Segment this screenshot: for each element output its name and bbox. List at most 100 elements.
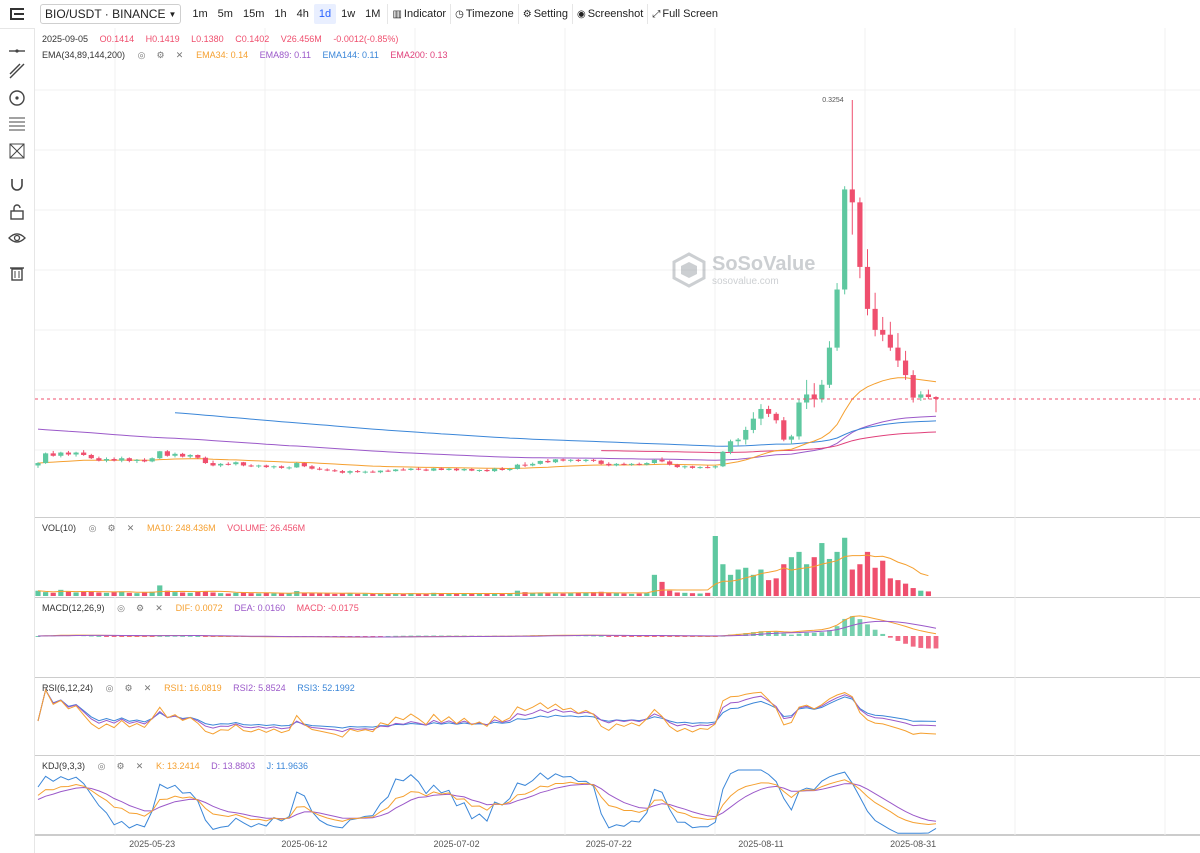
gear-icon[interactable]: ⚙ [116,761,125,771]
timeframe-1w[interactable]: 1w [341,8,356,20]
volume-bar [119,591,125,596]
macd-bar [134,636,140,637]
volume-bar [65,591,72,596]
candle-body [187,454,193,457]
macd-bar [910,636,916,647]
macd-bar [743,633,749,636]
candle-body [902,360,909,376]
hide-icon[interactable]: ◎ [117,603,125,613]
candle-body [537,460,543,464]
timeframe-1m[interactable]: 1m [192,8,208,20]
candle-body [560,459,566,461]
close-icon[interactable]: ✕ [175,50,184,60]
volume-bar [423,593,429,596]
macd-value: MACD: -0.0175 [296,603,359,613]
trend-line-icon[interactable] [8,62,26,80]
lock-icon[interactable] [8,203,26,221]
candle-body [438,468,444,470]
timeframe-1d[interactable]: 1d [313,4,337,24]
drawing-toolbar [0,28,35,853]
rsi1-line [37,688,937,738]
candle-body [925,394,931,398]
trash-icon[interactable] [8,264,26,282]
volume-bar [705,592,711,596]
eye-icon[interactable] [8,229,26,247]
setting-button[interactable]: ⚙ Setting [517,4,572,24]
macd-bar [872,629,878,636]
crosshair-line-icon[interactable] [8,42,26,60]
candle-body [689,466,696,468]
macd-bar [758,631,764,636]
kdj-k-line [37,779,937,826]
macd-legend: MACD(12,26,9) ◎ ⚙ ✕ DIF: 0.0072 DEA: 0.016… [42,603,368,614]
screenshot-button[interactable]: ◉ Screenshot [571,4,647,24]
macd-bar [203,636,208,637]
candle-body [720,451,726,467]
timeframe-4h[interactable]: 4h [296,8,309,20]
kdj-j-line [37,769,937,834]
indicator-button[interactable]: ▥ Indicator [387,4,450,24]
macd-bar [865,624,870,636]
volume-bar [446,593,452,596]
macd-bar [819,632,825,636]
close-icon[interactable]: ✕ [155,603,163,613]
gear-icon[interactable]: ⚙ [156,50,165,60]
gear-icon[interactable]: ⚙ [124,683,133,693]
timeframe-group: 1m 5m 15m 1h 4h 1d 1w 1M [187,4,385,24]
volume-bar [88,591,94,596]
volume-bar [636,593,642,596]
full-screen-button[interactable]: ⤢ Full Screen [647,4,722,24]
pattern-icon[interactable] [8,142,26,160]
symbol-selector[interactable]: BIO/USDT · BINANCE ▼ [40,4,182,24]
candle-body [636,463,642,465]
volume-bar [157,585,163,596]
hide-icon[interactable]: ◎ [88,523,97,533]
macd-bar [796,633,802,636]
volume-bar [347,593,353,596]
volume-bar [811,557,817,596]
close-icon[interactable]: ✕ [135,761,144,771]
fib-lines-icon[interactable] [8,115,26,133]
volume-bar [103,592,110,596]
candle-body [324,469,330,471]
menu-icon[interactable] [0,0,34,28]
timeframe-1m[interactable]: 1M [365,8,381,20]
peak-label: 0.3254 [822,97,844,104]
hide-icon[interactable]: ◎ [137,50,146,60]
circle-icon[interactable] [8,89,26,107]
candle-body [58,452,64,456]
magnet-icon[interactable] [8,175,26,193]
volume-bar [918,590,924,596]
macd-bar [644,636,650,637]
close-icon[interactable]: ✕ [143,683,152,693]
volume-bar [857,564,863,596]
timeframe-15m[interactable]: 15m [242,8,265,20]
hide-icon[interactable]: ◎ [97,761,106,771]
candle-body [773,413,779,421]
volume-bar [910,588,916,596]
volume-bar [301,592,307,596]
candle-body [377,470,384,473]
timeframe-1h[interactable]: 1h [274,8,287,20]
candle-body [628,463,635,465]
candle-body [667,461,673,465]
volume-bar [164,590,170,596]
volume-bar [712,536,718,596]
macd-bar [96,635,102,637]
tool-group: ▥ Indicator ◷ Timezone ⚙ Setting ◉ Screenshot ⤢ F… [387,4,722,24]
timeframe-5m[interactable]: 5m [217,8,233,20]
volume-bar [651,574,658,596]
close-icon[interactable]: ✕ [126,523,135,533]
gear-icon[interactable]: ⚙ [136,603,145,613]
vol-ma10-line [37,554,929,595]
macd-bar [362,636,368,637]
volume-bar [880,560,886,596]
hide-icon[interactable]: ◎ [105,683,114,693]
volume-bar [179,592,186,596]
volume-bar [172,592,178,596]
timezone-button[interactable]: ◷ Timezone [450,4,518,24]
candle-body [727,441,734,452]
gear-icon[interactable]: ⚙ [107,523,116,533]
candle-body [423,469,429,471]
